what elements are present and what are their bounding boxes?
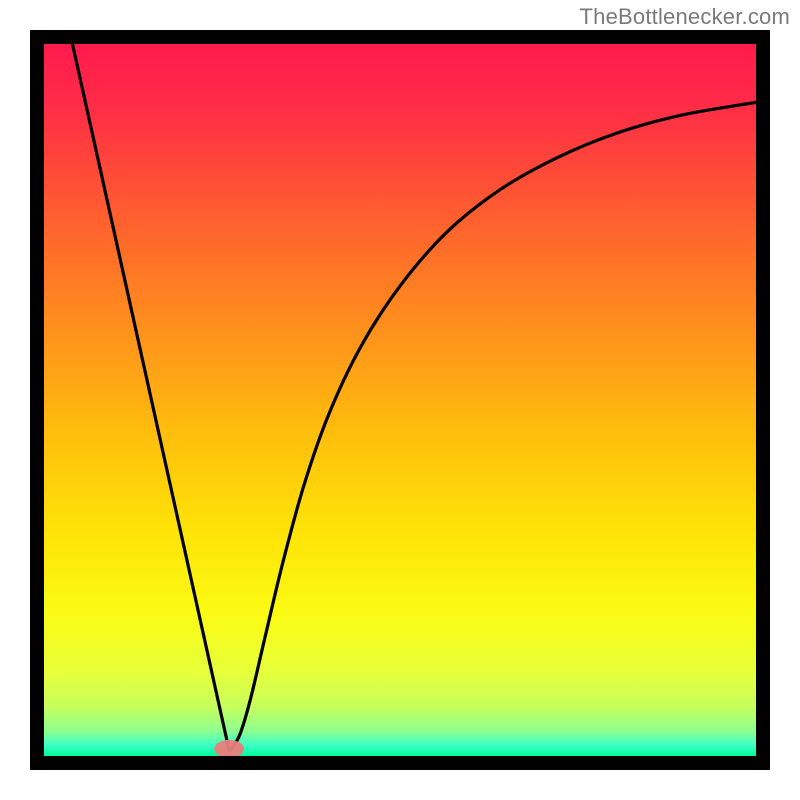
minimum-marker: [214, 740, 244, 756]
plot-area: [44, 44, 756, 756]
bottleneck-curve: [44, 44, 756, 756]
chart-root: TheBottlenecker.com: [0, 0, 800, 800]
curve-path: [72, 44, 756, 750]
watermark-text: TheBottlenecker.com: [580, 4, 790, 30]
